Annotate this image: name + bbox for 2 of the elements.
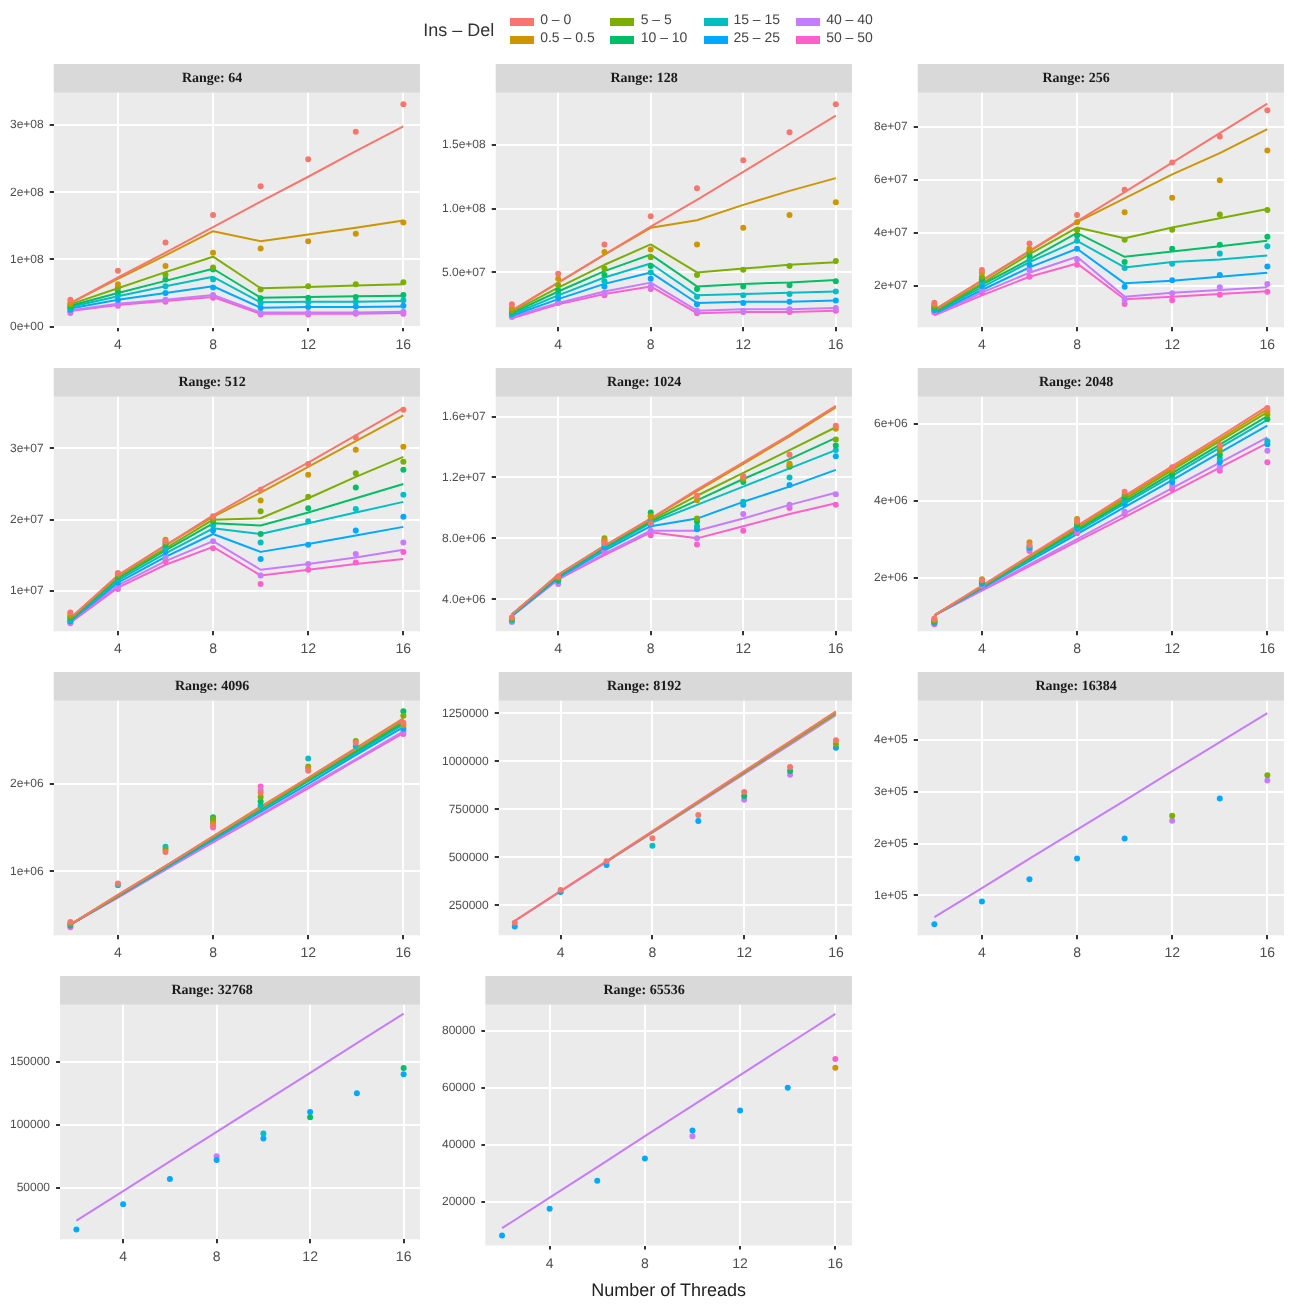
x-axis-title: Number of Threads <box>591 1280 748 1301</box>
legend-title: Ins – Del <box>423 20 495 40</box>
